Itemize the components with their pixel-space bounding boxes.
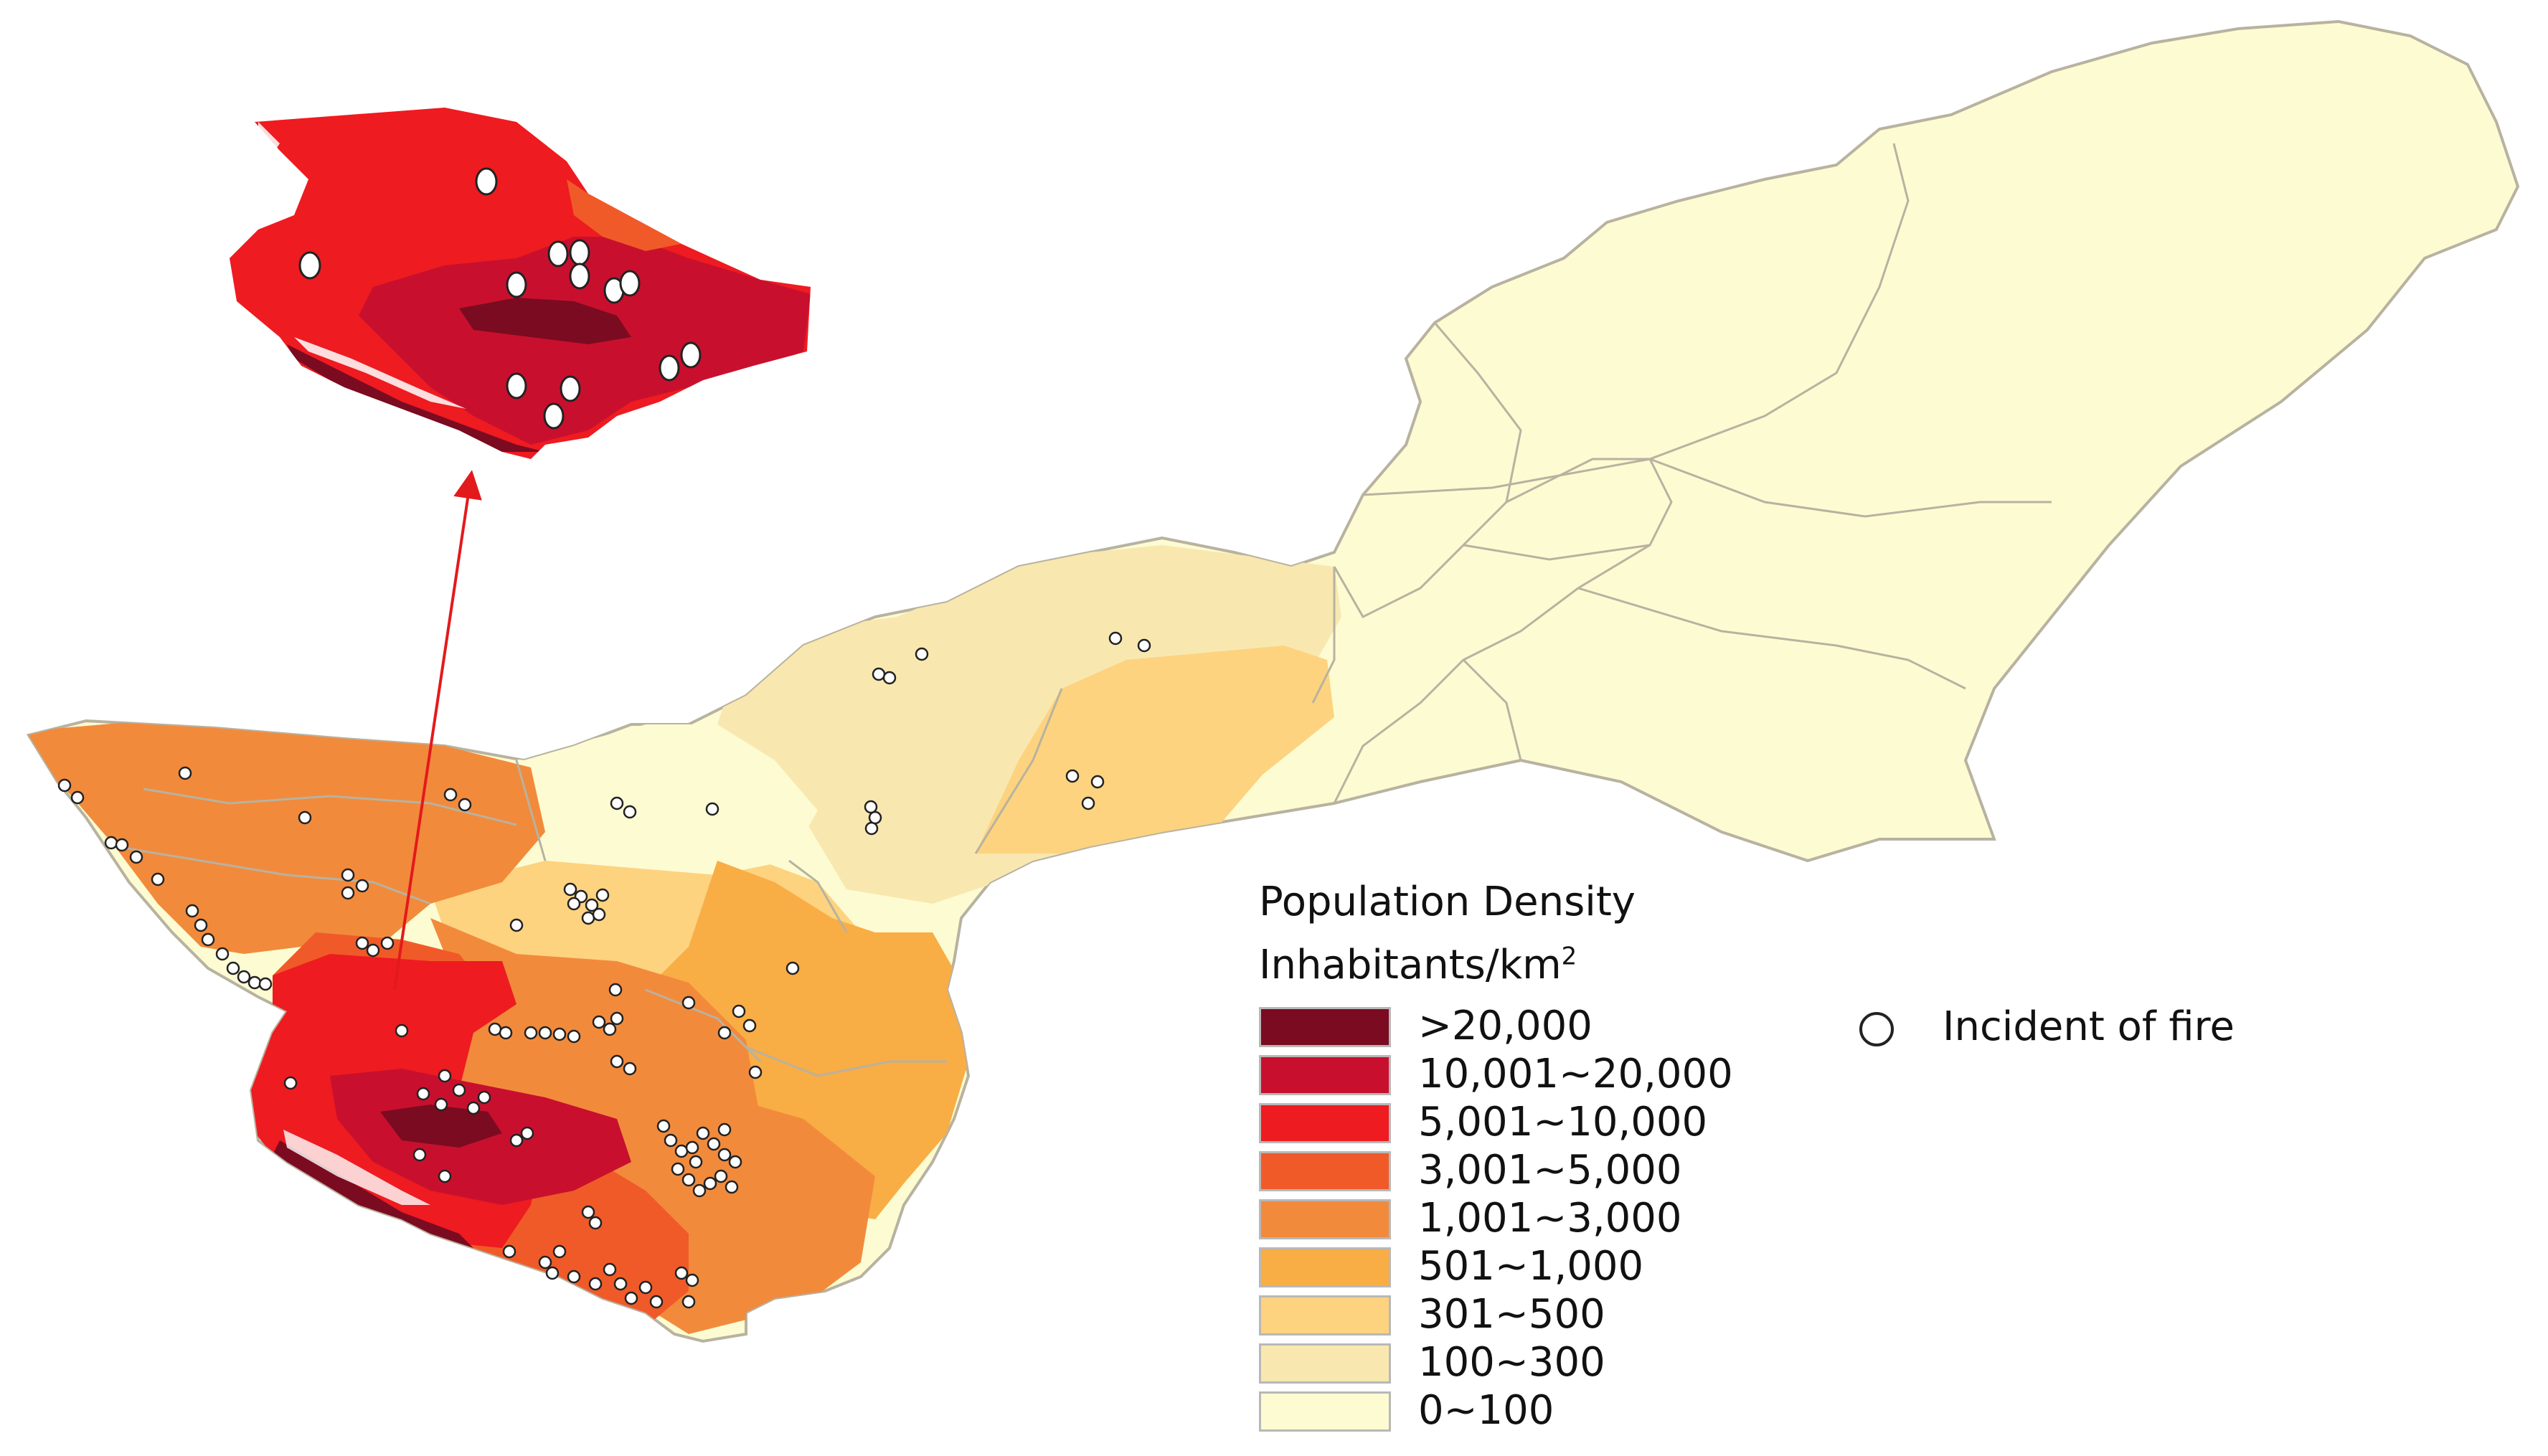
fire-incident-label: Incident of fire (1943, 1003, 2235, 1050)
legend-title: Population Density (1259, 879, 1636, 925)
legend-label: 301~500 (1418, 1291, 1605, 1338)
legend-label: 1,001~3,000 (1418, 1195, 1682, 1242)
fire-incidents-inset (298, 167, 702, 430)
legend-item: 1,001~3,000 (1259, 1195, 1761, 1242)
legend-item: 3,001~5,000 (1259, 1147, 1761, 1193)
legend-item: 10,001~20,000 (1259, 1051, 1761, 1097)
main-map (26, 19, 2520, 1343)
legend-label: 501~1,000 (1418, 1243, 1644, 1290)
legend-item: 0~100 (1259, 1387, 1761, 1434)
legend-label: 100~300 (1418, 1339, 1605, 1386)
legend-label: 10,001~20,000 (1418, 1051, 1733, 1097)
district-boundaries (114, 143, 2052, 1077)
legend-unit-base: Inhabitants/km (1259, 942, 1562, 988)
inset-arrow (393, 470, 482, 991)
legend-swatch (1259, 1199, 1391, 1239)
legend-swatch (1259, 1391, 1391, 1432)
district-0-100-west (516, 724, 818, 875)
legend-label: 3,001~5,000 (1418, 1147, 1682, 1193)
legend-label: >20,000 (1418, 1003, 1592, 1049)
legend-swatch (1259, 1151, 1391, 1191)
legend-swatch (1259, 1295, 1391, 1336)
legend-label: 0~100 (1418, 1387, 1554, 1434)
legend-item: 501~1,000 (1259, 1243, 1761, 1290)
legend-item: 5,001~10,000 (1259, 1099, 1761, 1145)
fire-incident-key: Incident of fire (1859, 1003, 2361, 1058)
district-1001-3000-west (29, 721, 545, 954)
legend-unit-sup: 2 (1561, 942, 1577, 971)
legend-item: >20,000 (1259, 1003, 1761, 1049)
fire-incidents-main (57, 631, 1151, 1309)
legend-swatch (1259, 1007, 1391, 1047)
legend-swatch (1259, 1343, 1391, 1384)
legend-item: 301~500 (1259, 1291, 1761, 1338)
legend-unit: Inhabitants/km2 (1259, 942, 1577, 988)
legend-swatch (1259, 1247, 1391, 1287)
district-301-500-east (976, 646, 1334, 854)
fire-incident-symbol (1859, 1012, 1894, 1046)
legend-swatch (1259, 1103, 1391, 1143)
inset-district-over-20000 (459, 298, 631, 344)
coast-strip-light (283, 1130, 430, 1205)
inset-map (230, 108, 811, 459)
legend-item: 100~300 (1259, 1339, 1761, 1386)
district-over-20000 (380, 1105, 502, 1148)
legend-swatch (1259, 1055, 1391, 1095)
legend-label: 5,001~10,000 (1418, 1099, 1708, 1145)
